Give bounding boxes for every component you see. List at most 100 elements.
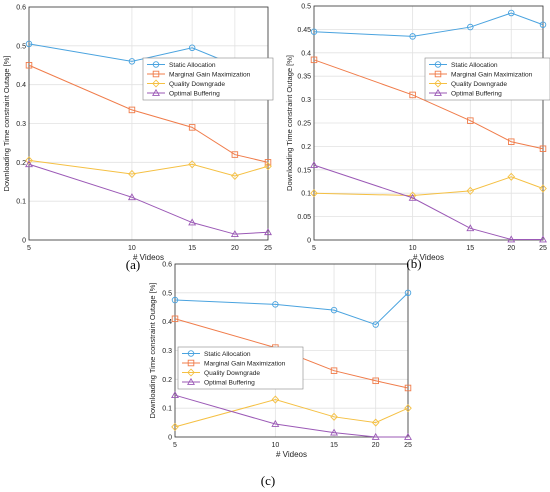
series-quality-downgrade [171, 395, 412, 431]
legend-entry-quality-downgrade: Quality Downgrade [429, 79, 507, 88]
series-line [313, 59, 544, 150]
chart-3: 5 10 15 20 25 0 0.1 0.2 0.3 0.4 0.5 0.6 # Videos Down… [148, 262, 412, 460]
data-point [264, 162, 272, 171]
legend-entry-optimal-buffering: Optimal Buffering [429, 88, 502, 98]
legend-marker [434, 61, 442, 68]
legend-label: Quality Downgrade [169, 81, 225, 88]
axes-frame [174, 263, 409, 438]
data-point [171, 296, 179, 304]
y-tick-label: 0 [168, 435, 172, 442]
data-point [128, 169, 136, 179]
series-optimal-buffering [25, 160, 272, 238]
legend-label: Marginal Gain Maximization [169, 72, 251, 79]
caption-b: (b) [406, 256, 422, 271]
x-tick-label: 5 [173, 442, 177, 449]
data-point [231, 151, 239, 158]
y-tick-label: 0.3 [162, 348, 172, 355]
y-tick-label: 0.4 [162, 319, 172, 326]
chart-2: 5 10 15 20 25 0 0.05 0.1 0.15 0.2 0.25 0.3 0.35 0.4 0.… [285, 4, 550, 262]
data-point [507, 138, 515, 145]
legend-marker [434, 70, 442, 78]
data-point [188, 218, 197, 226]
data-point [371, 418, 380, 427]
x-axis-label: # Videos [133, 253, 164, 262]
legend-entry-static-allocation: Static Allocation [182, 350, 251, 358]
x-tick-label: 20 [507, 245, 515, 252]
legend-label: Static Allocation [169, 62, 216, 69]
series-line [313, 164, 543, 241]
series-line [28, 64, 269, 163]
y-tick-label: 0.15 [297, 167, 311, 174]
legend-label: Marginal Gain Maximization [204, 361, 286, 368]
legend-marker [152, 79, 160, 88]
data-point [171, 391, 179, 399]
data-point [507, 9, 515, 17]
data-point [188, 44, 196, 52]
data-point [404, 384, 412, 392]
y-tick-label: 0.35 [297, 74, 311, 81]
data-point [507, 235, 516, 243]
legend-label: Optimal Buffering [204, 380, 255, 387]
x-tick-label: 10 [271, 442, 279, 449]
data-point [231, 171, 239, 180]
legend: Static Allocation Marginal Gain Maximizat… [424, 57, 550, 101]
legend-label: Optimal Buffering [451, 91, 502, 98]
data-point [539, 145, 547, 152]
legend-label: Static Allocation [204, 351, 251, 358]
y-tick-label: 0.1 [162, 406, 172, 413]
y-tick-label: 0.1 [16, 199, 26, 206]
x-tick-label: 15 [466, 245, 474, 252]
data-point [310, 56, 318, 64]
series-line [174, 292, 409, 326]
legend: Static Allocation Marginal Gain Maximizat… [142, 57, 274, 101]
series-static-allocation [310, 9, 547, 40]
y-tick-label: 0 [307, 238, 311, 245]
data-point [466, 224, 475, 232]
data-point [272, 301, 279, 308]
data-point [539, 184, 547, 193]
legend-marker [434, 79, 442, 88]
x-tick-label: 20 [372, 442, 380, 449]
series-quality-downgrade [310, 172, 547, 200]
legend-entry-quality-downgrade: Quality Downgrade [147, 79, 225, 88]
data-point [467, 117, 474, 124]
legend-marker [152, 88, 160, 96]
y-tick-label: 0.25 [297, 121, 311, 128]
data-point [539, 235, 547, 243]
legend-marker [152, 61, 160, 68]
data-point [404, 432, 412, 440]
data-point [330, 428, 339, 436]
data-point [128, 106, 136, 114]
data-point [409, 91, 416, 99]
data-point [409, 33, 416, 40]
legend-entry-optimal-buffering: Optimal Buffering [147, 88, 220, 98]
y-tick-label: 0.2 [301, 144, 311, 151]
y-axis-label: Downloading Time constraint Outage [%] [285, 55, 294, 191]
legend-entry-marginal-gain-maximization: Marginal Gain Maximization [147, 70, 251, 79]
data-point [467, 23, 474, 31]
legend-entry-marginal-gain-maximization: Marginal Gain Maximization [182, 359, 286, 368]
y-tick-label: 0.2 [16, 160, 26, 167]
data-point [25, 62, 33, 69]
data-point [404, 289, 412, 297]
series-static-allocation [171, 289, 412, 328]
data-point [271, 419, 280, 427]
y-tick-label: 0.4 [16, 82, 26, 89]
y-tick-label: 0.4 [301, 50, 311, 57]
y-tick-label: 0.6 [162, 262, 172, 269]
series-optimal-buffering [171, 391, 412, 440]
y-tick-label: 0.5 [301, 4, 311, 11]
x-tick-label: 5 [27, 245, 31, 252]
x-tick-label: 25 [404, 442, 412, 449]
data-point [466, 186, 475, 195]
y-tick-label: 0.3 [16, 121, 26, 128]
data-point [310, 161, 318, 168]
y-axis-label: Downloading Time constraint Outage [%] [148, 283, 157, 419]
axes-frame [28, 6, 269, 241]
series-line [174, 318, 409, 389]
data-point [310, 28, 318, 35]
data-point [371, 432, 380, 440]
data-point [188, 124, 196, 131]
data-point [539, 21, 547, 28]
